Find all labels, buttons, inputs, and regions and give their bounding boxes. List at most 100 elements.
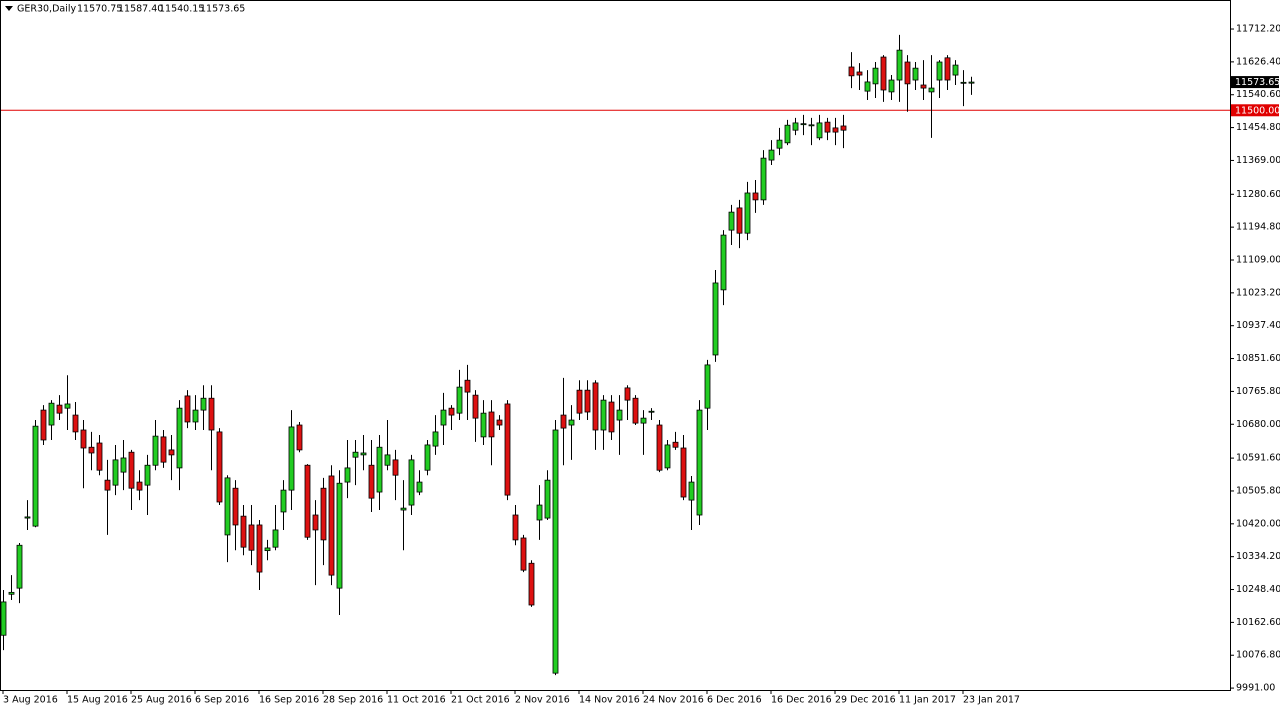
candle-body (448, 407, 455, 416)
x-tick-label: 25 Aug 2016 (131, 695, 192, 706)
candle-body (200, 397, 207, 411)
candle-body (136, 481, 143, 491)
candle-body (672, 441, 679, 448)
candle-body (384, 454, 391, 466)
level-tag (1231, 104, 1279, 117)
candle-body (376, 446, 383, 493)
candle-body (752, 192, 759, 201)
candle-body (536, 504, 543, 521)
candle-body (24, 516, 31, 519)
y-tick-label: 11712.20 (1236, 24, 1280, 35)
candle-body (608, 401, 615, 433)
candle-body (872, 67, 879, 85)
candle-body (48, 402, 55, 426)
price-tag (1231, 76, 1279, 89)
candle-body (32, 425, 39, 527)
y-tick-label: 10505.80 (1236, 485, 1280, 496)
candle-body (504, 403, 511, 496)
candle-body (280, 489, 287, 513)
candle-body (568, 419, 575, 426)
header-value: 11570.75 (77, 4, 122, 15)
candle-body (272, 529, 279, 548)
candle-body (552, 429, 559, 674)
candle-body (72, 414, 79, 433)
candle-body (808, 124, 815, 127)
candle-body (424, 444, 431, 471)
candle-body (920, 84, 927, 89)
candle-body (312, 514, 319, 531)
candle-body (400, 507, 407, 511)
candle-body (816, 122, 823, 139)
y-tick-label: 10851.60 (1236, 353, 1280, 364)
candle-body (760, 157, 767, 201)
candle-body (0, 601, 7, 636)
candle-body (336, 482, 343, 589)
candle-body (128, 451, 135, 489)
candle-body (144, 464, 151, 486)
candle-body (744, 192, 751, 234)
y-tick-label: 11194.80 (1236, 222, 1280, 233)
candle-body (360, 452, 367, 456)
candle-body (480, 412, 487, 438)
price-label: 11573.65 (1235, 77, 1280, 88)
y-tick-label: 10765.80 (1236, 386, 1280, 397)
y-tick-label: 9991.00 (1236, 683, 1275, 694)
candle-body (952, 64, 959, 76)
y-tick-label: 10334.20 (1236, 551, 1280, 562)
candle-body (192, 409, 199, 423)
header-value: 11587.40 (118, 4, 163, 15)
candle-body (408, 459, 415, 506)
candle-body (120, 457, 127, 473)
x-tick-label: 11 Oct 2016 (387, 695, 446, 706)
candle-body (352, 451, 359, 458)
candle-body (576, 389, 583, 414)
candle-body (680, 447, 687, 498)
x-tick-label: 14 Nov 2016 (579, 695, 640, 706)
x-tick-label: 16 Sep 2016 (259, 695, 319, 706)
candle-body (456, 386, 463, 414)
candle-body (936, 61, 943, 81)
x-tick-label: 24 Nov 2016 (643, 695, 704, 706)
x-tick-label: 11 Jan 2017 (899, 695, 956, 706)
y-tick-label: 10162.60 (1236, 617, 1280, 628)
candle-body (296, 424, 303, 451)
header-value: 11540.15 (159, 4, 204, 15)
candle-body (184, 395, 191, 423)
candle-body (600, 399, 607, 431)
candle-body (592, 382, 599, 431)
candle-body (968, 81, 975, 84)
candle-body (264, 547, 271, 552)
candle-body (736, 207, 743, 234)
candle-body (472, 394, 479, 419)
x-tick-label: 15 Aug 2016 (67, 695, 128, 706)
candle-body (432, 431, 439, 447)
candle-body (912, 67, 919, 81)
candle-body (720, 234, 727, 291)
candle-body (696, 409, 703, 516)
y-tick-label: 10076.80 (1236, 650, 1280, 661)
candle-body (344, 467, 351, 483)
x-tick-label: 2 Nov 2016 (515, 695, 570, 706)
candle-body (520, 537, 527, 571)
candle-body (944, 57, 951, 81)
candle-body (824, 121, 831, 133)
candle-body (960, 81, 967, 84)
y-tick-label: 11454.80 (1236, 122, 1280, 133)
candle-body (800, 123, 807, 126)
y-tick-label: 10680.00 (1236, 419, 1280, 430)
candle-body (688, 481, 695, 501)
menu-icon[interactable] (5, 6, 13, 11)
y-tick-label: 11626.40 (1236, 56, 1280, 67)
candle-body (560, 414, 567, 429)
candle-body (112, 459, 119, 486)
candle-body (96, 442, 103, 471)
x-tick-label: 21 Oct 2016 (451, 695, 510, 706)
candle-body (888, 79, 895, 93)
candle-body (864, 81, 871, 92)
candle-body (880, 56, 887, 91)
candle-body (16, 544, 23, 589)
candle-body (176, 407, 183, 469)
candle-body (56, 404, 63, 414)
x-tick-label: 6 Dec 2016 (707, 695, 762, 706)
